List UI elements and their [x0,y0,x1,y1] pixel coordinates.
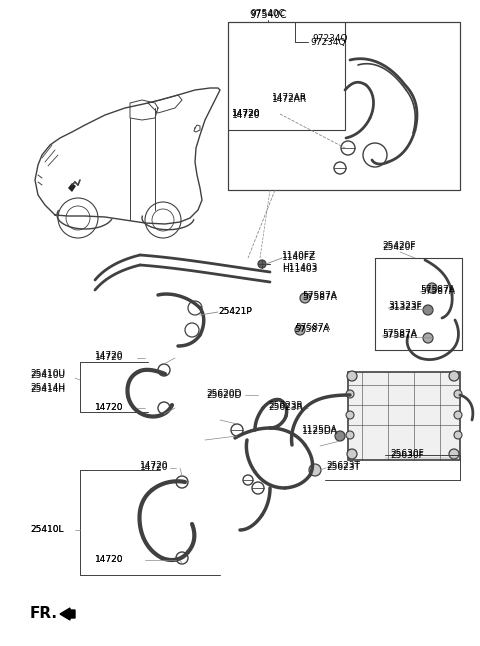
Circle shape [335,431,345,441]
Text: 57587A: 57587A [294,326,329,335]
Text: 14720: 14720 [232,112,261,121]
Circle shape [346,390,354,398]
Circle shape [346,431,354,439]
Text: 25414H: 25414H [30,384,65,393]
Bar [228,22,460,190]
Circle shape [346,411,354,419]
Text: 14720: 14720 [95,404,123,413]
Text: 1140FZ: 1140FZ [282,253,316,262]
Text: 25410L: 25410L [30,525,63,534]
Text: 14720: 14720 [232,110,261,118]
Text: 25414H: 25414H [30,386,65,395]
Text: 25623R: 25623R [268,402,303,410]
Text: 14720: 14720 [95,404,123,413]
Text: 25623R: 25623R [268,404,303,413]
Text: 31323F: 31323F [388,302,422,311]
Bar [348,372,460,460]
Text: 97234Q: 97234Q [312,34,348,43]
Circle shape [300,293,310,303]
Circle shape [449,449,459,459]
Text: 25410L: 25410L [30,525,63,534]
Text: 1472AR: 1472AR [272,96,307,105]
Circle shape [309,464,321,476]
Text: 25620D: 25620D [206,390,241,399]
Text: 57587A: 57587A [420,287,455,297]
Text: 1125DA: 1125DA [302,428,338,437]
Text: 97234Q: 97234Q [310,37,346,47]
Text: 1472AR: 1472AR [272,94,307,103]
Text: 25630F: 25630F [390,448,424,457]
Circle shape [347,371,357,381]
Polygon shape [68,183,76,192]
Text: 57587A: 57587A [302,291,337,300]
Circle shape [347,449,357,459]
FancyArrow shape [60,608,75,620]
Text: 25630F: 25630F [390,450,424,459]
Text: 31323F: 31323F [388,304,422,313]
Text: 1125DA: 1125DA [302,426,338,435]
Text: 14720: 14720 [140,461,168,470]
Text: 25410U: 25410U [30,370,65,379]
Circle shape [454,431,462,439]
Circle shape [454,411,462,419]
Text: 25620D: 25620D [206,388,241,397]
Text: 97540C: 97540C [251,10,286,19]
Circle shape [454,390,462,398]
Text: H11403: H11403 [282,266,317,275]
Text: 57587A: 57587A [302,293,337,302]
Circle shape [295,325,305,335]
Text: 25623T: 25623T [326,463,360,472]
Circle shape [258,260,266,268]
Text: 57587A: 57587A [382,329,417,339]
Circle shape [427,283,437,293]
Text: 1140FZ: 1140FZ [282,251,316,260]
Text: 14720: 14720 [95,353,123,362]
Text: 25421P: 25421P [218,307,252,317]
Text: 57587A: 57587A [295,324,330,333]
Text: FR.: FR. [30,607,58,621]
Text: 97540C: 97540C [249,10,287,20]
Text: 57587A: 57587A [382,331,417,340]
Text: 25421P: 25421P [218,307,252,317]
Text: 25420F: 25420F [382,244,416,253]
Text: 25420F: 25420F [382,242,416,251]
Text: 14720: 14720 [232,110,261,118]
Text: 25410U: 25410U [30,371,65,380]
Text: 57587A: 57587A [420,286,455,295]
Circle shape [423,305,433,315]
Circle shape [423,333,433,343]
Text: 14720: 14720 [95,351,123,360]
Circle shape [449,371,459,381]
Text: 14720: 14720 [95,556,123,565]
Text: 25623T: 25623T [326,461,360,470]
Text: 14720: 14720 [140,463,168,472]
Text: H11403: H11403 [282,264,317,273]
Text: 14720: 14720 [95,556,123,565]
